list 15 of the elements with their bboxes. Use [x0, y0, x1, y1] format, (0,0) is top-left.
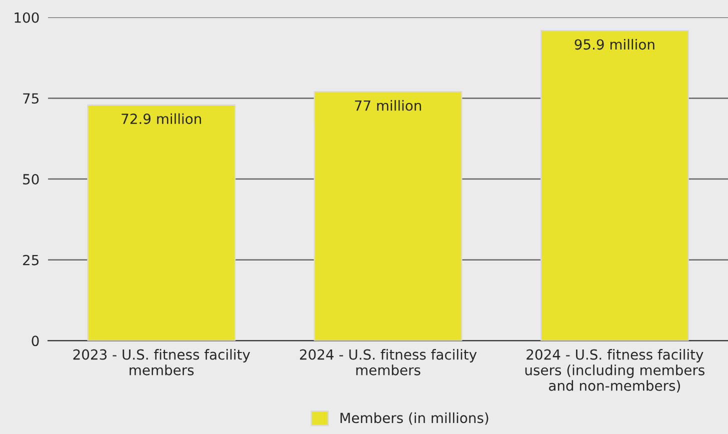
data-label: 95.9 million — [574, 38, 654, 50]
y-tick-label: 50 — [23, 174, 39, 184]
legend-label: Members (in millions) — [340, 412, 488, 425]
data-label: 77 million — [354, 100, 422, 111]
bar — [314, 91, 462, 341]
y-tick-label: 100 — [14, 12, 39, 23]
y-tick-label: 0 — [32, 336, 39, 346]
x-tick-label: 2023 - U.S. fitness facility members — [73, 349, 250, 376]
x-tick-label: 2024 - U.S. fitness facility members — [300, 349, 477, 376]
bar — [87, 104, 236, 341]
bar — [540, 30, 689, 341]
y-tick-label: 25 — [23, 254, 38, 266]
data-label: 72.9 million — [122, 113, 201, 124]
x-tick-label: 2024 - U.S. fitness facility users (including members and non-members) — [525, 349, 704, 393]
y-tick-label: 75 — [23, 93, 38, 104]
